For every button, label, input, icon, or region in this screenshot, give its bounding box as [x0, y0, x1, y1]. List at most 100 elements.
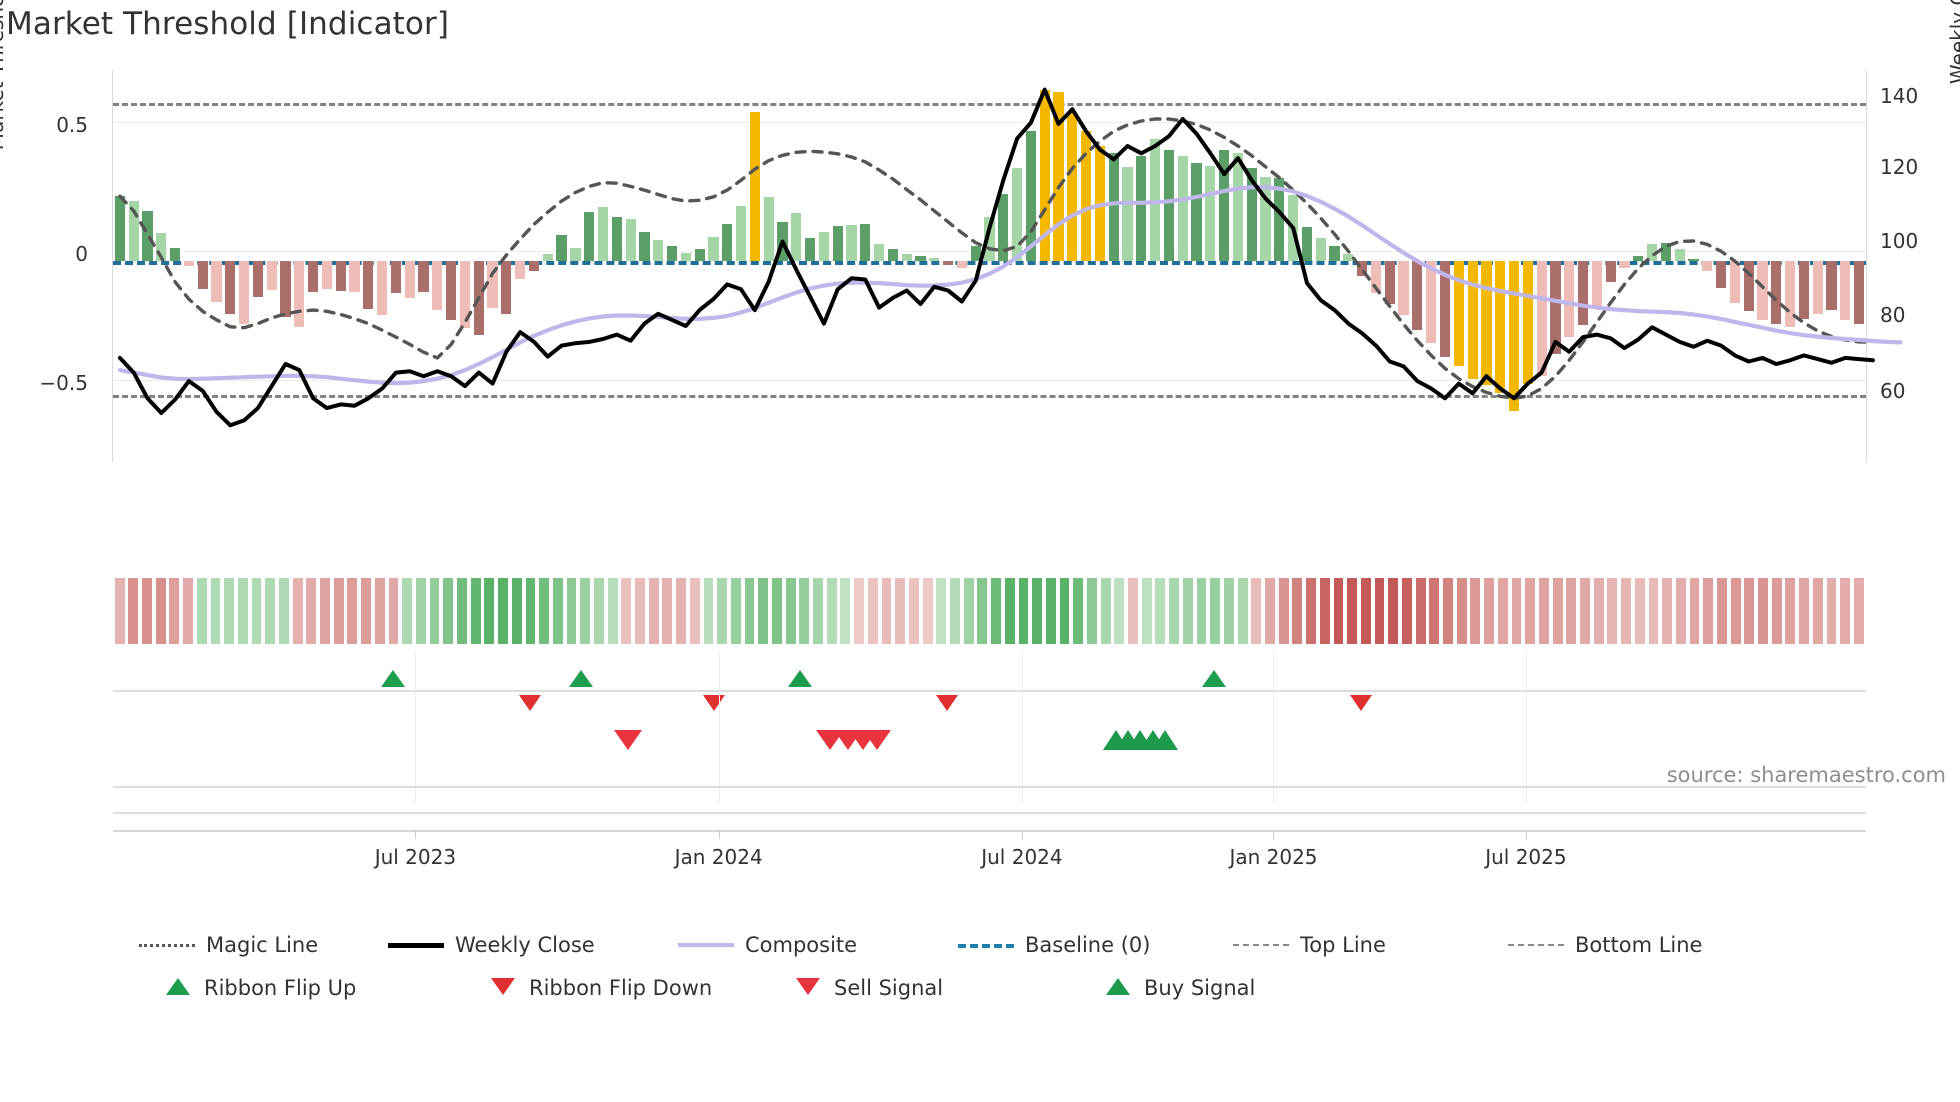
ribbon-cell	[498, 578, 508, 644]
legend-item[interactable]: Top Line	[1233, 925, 1386, 965]
ribbon-cell	[1073, 578, 1084, 644]
ribbon-cell	[1648, 578, 1659, 644]
ribbon-cell	[237, 578, 248, 644]
legend-item[interactable]: Buy Signal	[1103, 968, 1255, 1008]
histogram-bar	[1246, 168, 1257, 262]
histogram-bar	[915, 255, 926, 262]
histogram-bar	[183, 261, 194, 267]
histogram-bar	[1357, 261, 1368, 276]
ribbon-cell	[183, 578, 193, 644]
ribbon-cell	[1100, 578, 1111, 644]
ribbon-cell	[840, 578, 851, 644]
ribbon-cell	[552, 578, 563, 644]
x-guide-line	[415, 652, 417, 802]
histogram-bar	[1067, 111, 1078, 262]
ribbon-cell	[813, 578, 823, 644]
histogram-bar	[1467, 261, 1478, 379]
legend-item[interactable]: Ribbon Flip Up	[163, 968, 356, 1008]
ribbon-cell	[1032, 578, 1043, 644]
histogram-bar	[197, 261, 208, 290]
histogram-bar	[487, 261, 498, 308]
histogram-bar	[128, 201, 139, 262]
y-axis-right-spine	[1866, 70, 1867, 462]
ribbon-cell	[361, 578, 372, 644]
ribbon-cell	[539, 578, 550, 644]
legend-label: Weekly Close	[455, 933, 595, 957]
triangle-up-icon	[1103, 978, 1133, 998]
histogram-bar	[1150, 138, 1161, 262]
histogram-bar	[1481, 261, 1492, 385]
histogram-bar	[1412, 261, 1423, 330]
ribbon-heatmap-strip	[113, 578, 1866, 644]
histogram-bar	[390, 261, 402, 293]
histogram-bar	[528, 261, 540, 271]
ribbon-cell	[1155, 578, 1166, 644]
ribbon-cell	[429, 578, 440, 644]
legend-item[interactable]: Weekly Close	[388, 925, 595, 965]
legend-label: Sell Signal	[834, 976, 944, 1000]
histogram-bar	[639, 231, 650, 262]
histogram-bar	[1798, 261, 1809, 319]
ribbon-cell	[689, 578, 700, 644]
dotted-line-icon	[139, 935, 195, 955]
ribbon-cell	[1319, 578, 1330, 644]
legend-item[interactable]: Ribbon Flip Down	[488, 968, 712, 1008]
ribbon-cell	[1484, 578, 1495, 644]
ribbon-cell	[374, 578, 385, 644]
sell-signal-marker	[863, 730, 892, 750]
ribbon-cell	[1087, 578, 1097, 644]
ribbon-cell	[1456, 578, 1467, 644]
histogram-bar	[1011, 168, 1023, 262]
histogram-bar	[1771, 261, 1782, 324]
histogram-bar	[308, 261, 319, 292]
gridline-neg-0-5	[113, 380, 1866, 381]
solid-line-icon	[388, 935, 444, 955]
legend-item[interactable]: Bottom Line	[1508, 925, 1702, 965]
histogram-bar	[763, 197, 774, 262]
ribbon-cell	[1251, 578, 1262, 644]
ribbon-cell	[1196, 578, 1207, 644]
ribbon-flip-down-marker	[1350, 695, 1373, 711]
histogram-bar	[459, 261, 471, 329]
source-attribution: source: sharemaestro.com	[1666, 763, 1946, 787]
ribbon-cell	[1511, 578, 1522, 644]
ribbon-cell	[977, 578, 988, 644]
x-tick-mark	[1273, 830, 1275, 839]
ribbon-cell	[210, 578, 221, 644]
ribbon-cell	[1402, 578, 1412, 644]
ribbon-cell	[1415, 578, 1426, 644]
x-guide-line	[1525, 652, 1527, 802]
legend-item[interactable]: Baseline (0)	[958, 925, 1150, 965]
histogram-bar	[998, 193, 1009, 262]
buy-signal-marker	[1151, 730, 1178, 750]
legend-row-1: Magic Line Weekly Close Composite Baseline …	[113, 925, 1893, 965]
ribbon-cell	[1306, 578, 1316, 644]
ribbon-cell	[1347, 578, 1358, 644]
ribbon-cell	[854, 578, 865, 644]
legend-item[interactable]: Magic Line	[139, 925, 318, 965]
histogram-bar	[694, 249, 705, 262]
histogram-bar	[1729, 261, 1740, 303]
ribbon-cell	[703, 578, 714, 644]
ribbon-cell	[1388, 578, 1399, 644]
histogram-bar	[1633, 256, 1644, 262]
histogram-bar	[1163, 149, 1175, 262]
histogram-bar	[901, 253, 912, 262]
ribbon-cell	[1853, 578, 1864, 644]
ribbon-cell	[1210, 578, 1221, 644]
ribbon-cell	[566, 578, 577, 644]
histogram-bar	[1315, 237, 1326, 262]
legend-item[interactable]: Composite	[678, 925, 857, 965]
ribbon-cell	[744, 578, 755, 644]
ribbon-cell	[1758, 578, 1768, 644]
ribbon-cell	[772, 578, 782, 644]
ribbon-cell	[785, 578, 796, 644]
top-line	[113, 103, 1866, 107]
ribbon-cell	[1634, 578, 1645, 644]
histogram-bar	[1219, 149, 1230, 262]
ribbon-cell	[1812, 578, 1823, 644]
histogram-bar	[1301, 226, 1313, 262]
histogram-bar	[556, 235, 567, 262]
legend-item[interactable]: Sell Signal	[793, 968, 943, 1008]
ribbon-cell	[265, 578, 276, 644]
